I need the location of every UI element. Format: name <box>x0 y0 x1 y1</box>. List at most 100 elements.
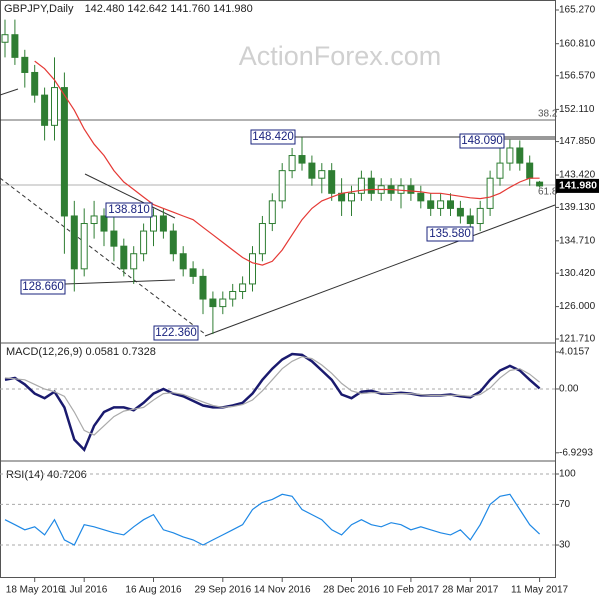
candle-body <box>169 230 177 255</box>
candle-body <box>179 253 187 270</box>
series-line <box>4 493 541 546</box>
candle-body <box>407 185 415 194</box>
y-tick-label: 126.000 <box>559 301 596 312</box>
candle-body <box>90 215 98 225</box>
last-price-label: 141.980 <box>559 180 597 192</box>
candle-body <box>288 155 296 172</box>
candle-body <box>199 275 207 300</box>
annotation: 128.660 <box>22 281 64 293</box>
annotation: 148.090 <box>461 135 503 147</box>
panel <box>0 473 559 546</box>
candle-body <box>447 200 454 209</box>
y-tick-label: 143.420 <box>559 170 596 181</box>
panel <box>0 351 559 454</box>
candle-body <box>476 207 484 225</box>
candle-body <box>417 192 425 202</box>
x-tick-label: 1 Jul 2016 <box>61 585 108 596</box>
annotation-box <box>459 133 505 149</box>
watermark: ActionForex.com <box>239 41 442 71</box>
candle-body <box>41 94 49 126</box>
chart-title: GBPJPY,Daily 142.480 142.642 141.760 141… <box>4 3 253 15</box>
candle-body <box>70 215 78 270</box>
series-line <box>4 356 540 436</box>
candle-body <box>298 155 306 164</box>
ohlc: 142.480 142.642 141.760 141.980 <box>85 3 253 15</box>
y-tick-label: 147.850 <box>559 136 596 147</box>
y-tick-label: 130.420 <box>559 268 596 279</box>
candle-body <box>437 200 445 209</box>
last-price: 141.980 <box>556 178 599 193</box>
rsi-title: RSI(14) 40.7206 <box>6 469 87 481</box>
y-tick-label: 156.570 <box>559 70 596 81</box>
series-line <box>4 352 541 453</box>
candle-body <box>268 200 276 225</box>
candle-body <box>130 253 138 270</box>
annotation: 138.810 <box>108 204 150 216</box>
annotation-box <box>105 202 153 218</box>
y-tick-label: 121.710 <box>559 334 596 345</box>
candle-body <box>239 283 247 292</box>
fib-label: 61.8 <box>538 187 558 198</box>
candle-body <box>466 215 474 225</box>
annotations: 148.420 148.090 138.810 128.660 122.360 … <box>20 109 558 341</box>
candle-body <box>427 200 435 209</box>
y-tick-label: 4.0157 <box>559 347 590 358</box>
x-tick-label: 29 Sep 2016 <box>194 585 251 596</box>
candle-body <box>258 223 266 255</box>
candle-body <box>367 177 375 194</box>
x-tick-label: 10 Feb 2017 <box>383 585 440 596</box>
x-tick-label: 16 Aug 2016 <box>125 585 182 596</box>
triangle-line <box>64 279 176 285</box>
y-tick-label: 0.00 <box>559 384 579 395</box>
candle-body <box>516 147 524 164</box>
candle-body <box>219 298 227 308</box>
x-tick-label: 18 May 2016 <box>6 585 64 596</box>
candle-body <box>11 34 19 58</box>
y-tick-label: 165.270 <box>559 5 596 16</box>
candle-body <box>120 245 128 270</box>
candle-body <box>229 290 237 300</box>
macd-title: MACD(12,26,9) 0.0581 0.7328 <box>6 346 156 358</box>
trend-line <box>204 204 556 337</box>
panel <box>1 9 559 340</box>
series-line <box>34 60 540 266</box>
candle-body <box>21 56 29 73</box>
annotation: 135.580 <box>429 228 471 240</box>
candle-body <box>100 215 108 232</box>
x-tick-label: 11 May 2017 <box>511 585 569 596</box>
candle-body <box>1 34 9 43</box>
candle-body <box>60 87 68 217</box>
candle-body <box>506 147 514 164</box>
candle-body <box>189 268 197 277</box>
candle-body <box>150 215 157 232</box>
candle-body <box>357 177 365 194</box>
x-tick-label: 14 Nov 2016 <box>254 585 311 596</box>
annotation-box <box>426 226 474 242</box>
y-tick-label: 30 <box>559 540 571 551</box>
candle-body <box>209 298 217 308</box>
symbol: GBPJPY,Daily <box>4 3 74 15</box>
candle-body <box>110 230 118 247</box>
trend-line <box>0 177 206 335</box>
last-price-box <box>556 178 599 193</box>
annotation-box <box>20 279 66 295</box>
fib-label: 38.2 <box>538 109 558 120</box>
candle-body <box>140 230 148 255</box>
candle-body <box>526 162 534 179</box>
y-tick-label: 152.110 <box>559 104 595 115</box>
candle-body <box>536 181 544 187</box>
candle-body <box>496 162 504 179</box>
candle-body <box>51 87 58 126</box>
annotation-box <box>250 129 296 145</box>
candle-body <box>348 192 355 202</box>
y-tick-label: 134.710 <box>559 235 596 246</box>
candle-body <box>31 71 39 96</box>
annotation: 122.360 <box>155 327 197 339</box>
y-tick-label: 70 <box>559 499 571 510</box>
candle-body <box>80 223 88 270</box>
x-tick-label: 28 Mar 2017 <box>442 585 499 596</box>
candle-body <box>159 215 167 232</box>
y-tick-label: 160.810 <box>559 38 596 49</box>
candle-body <box>328 170 336 194</box>
